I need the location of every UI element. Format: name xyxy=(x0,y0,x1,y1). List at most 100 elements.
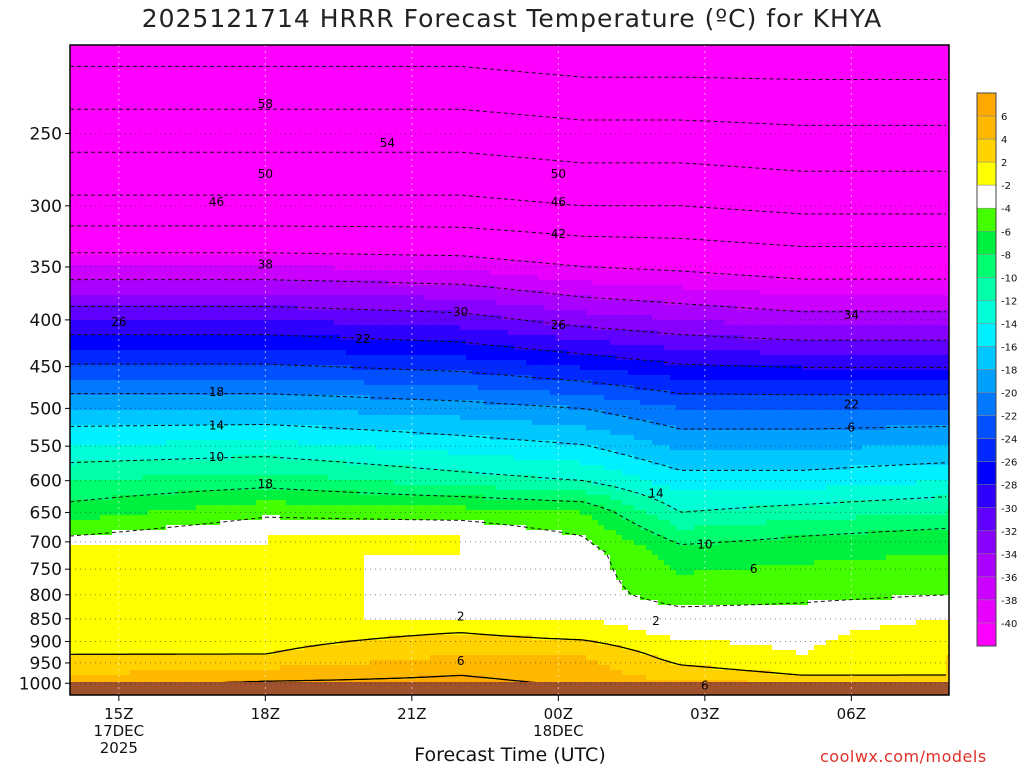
y-tick-label: 850 xyxy=(30,610,62,630)
colorbar-label: -6 xyxy=(1001,227,1011,238)
contour-label: 2 xyxy=(652,614,660,628)
plot-grid xyxy=(70,45,949,695)
y-tick-label: 350 xyxy=(30,258,62,278)
contour-label: 2 xyxy=(457,609,465,623)
y-tick-label: 600 xyxy=(30,472,62,492)
colorbar-cell xyxy=(976,92,997,117)
colorbar-frame xyxy=(976,92,997,647)
colorbar-label: -32 xyxy=(1001,527,1017,538)
y-tick-label: 550 xyxy=(30,437,62,457)
credit-link[interactable]: coolwx.com/models xyxy=(820,747,987,766)
colorbar-label: -2 xyxy=(1001,181,1011,192)
contour-label: 6 xyxy=(701,678,709,692)
colorbar-cell xyxy=(976,115,997,140)
y-tick-label: 900 xyxy=(30,632,62,652)
colorbar-label: -38 xyxy=(1001,596,1017,607)
x-tick-label: 00Z xyxy=(544,705,573,723)
colorbar-label: -10 xyxy=(1001,273,1017,284)
colorbar-cell xyxy=(976,277,997,301)
x-tick-date: 18DEC xyxy=(533,722,584,740)
temperature-field xyxy=(70,45,949,695)
colorbar-cell xyxy=(976,530,997,555)
x-tick-label: 03Z xyxy=(690,705,719,723)
contour-label: 50 xyxy=(551,167,566,181)
x-tick-label: 18Z xyxy=(251,705,280,723)
colorbar-cell xyxy=(976,599,997,624)
colorbar-cell xyxy=(976,576,997,601)
contour-label: 42 xyxy=(551,227,566,241)
contour-label: 26 xyxy=(111,315,126,329)
colorbar-cell xyxy=(976,254,997,278)
colorbar-label: -26 xyxy=(1001,458,1017,469)
contour-label: 30 xyxy=(453,305,468,319)
chart-title: 2025121714 HRRR Forecast Temperature (ºC… xyxy=(141,4,883,33)
x-tick-year: 2025 xyxy=(100,739,138,757)
contour-label: 22 xyxy=(844,397,859,411)
contour-label: 26 xyxy=(551,318,566,332)
y-tick-label: 1000 xyxy=(19,674,62,694)
x-tick-label: 15Z xyxy=(104,705,133,723)
contour-label: 46 xyxy=(209,195,224,209)
contour-label: 6 xyxy=(750,562,758,576)
y-tick-label: 650 xyxy=(30,503,62,523)
y-tick-label: 300 xyxy=(30,197,62,217)
y-tick-label: 800 xyxy=(30,586,62,606)
contour-label: 14 xyxy=(209,418,224,432)
colorbar-label: -8 xyxy=(1001,250,1011,261)
colorbar-cell xyxy=(976,300,997,324)
colorbar-label: -12 xyxy=(1001,296,1017,307)
colorbar-cell xyxy=(976,369,997,393)
y-tick-label: 450 xyxy=(30,358,62,378)
contour-label: 10 xyxy=(209,450,224,464)
y-tick-label: 700 xyxy=(30,533,62,553)
contour-label: 38 xyxy=(258,258,273,272)
colorbar-label: -14 xyxy=(1001,319,1017,330)
y-axis: 250 300 350 400 450 500 550 600 650 700 750 800 8509… xyxy=(19,124,70,694)
colorbar-cell xyxy=(976,138,997,163)
colorbar-label: -22 xyxy=(1001,412,1017,423)
contour-label: 46 xyxy=(551,195,566,209)
colorbar-label: -16 xyxy=(1001,342,1017,353)
contour-label: 22 xyxy=(355,332,370,346)
colorbar-cell xyxy=(976,207,997,232)
colorbar-cell xyxy=(976,507,997,532)
plot-frame xyxy=(69,44,950,696)
colorbar-cell xyxy=(976,553,997,578)
y-tick-label: 250 xyxy=(30,124,62,144)
x-axis-label: Forecast Time (UTC) xyxy=(414,744,606,766)
colorbar-cell xyxy=(976,346,997,370)
colorbar-label: 4 xyxy=(1001,135,1007,146)
isotherm-lines xyxy=(70,65,947,690)
contour-label: 6 xyxy=(848,421,856,435)
colorbar-cell xyxy=(976,461,997,485)
contour-label: 54 xyxy=(380,136,395,150)
contour-label: 10 xyxy=(697,538,712,552)
contour-label: 14 xyxy=(648,487,663,501)
colorbar-cell xyxy=(976,323,997,347)
colorbar-label: -34 xyxy=(1001,550,1017,561)
contour-label: 50 xyxy=(258,167,273,181)
x-tick-label: 21Z xyxy=(397,705,426,723)
colorbar-cell xyxy=(976,184,997,209)
x-tick-label: 06Z xyxy=(837,705,866,723)
y-tick-label: 400 xyxy=(30,311,62,331)
colorbar-label: -28 xyxy=(1001,481,1017,492)
colorbar-cell xyxy=(976,392,997,416)
contour-label: 6 xyxy=(457,654,465,668)
colorbar-cell xyxy=(976,161,997,186)
y-tick-label: 500 xyxy=(30,399,62,419)
contour-label: 18 xyxy=(258,477,273,491)
colorbar-cell xyxy=(976,438,997,462)
contour-label: 18 xyxy=(209,385,224,399)
colorbar-label: -4 xyxy=(1001,204,1011,215)
colorbar-label: 2 xyxy=(1001,158,1007,169)
colorbar-label: -36 xyxy=(1001,573,1017,584)
colorbar-cell xyxy=(976,484,997,509)
colorbar-cell xyxy=(976,622,997,647)
colorbar-label: -40 xyxy=(1001,619,1017,630)
y-tick-label: 750 xyxy=(30,560,62,580)
colorbar-label: -18 xyxy=(1001,366,1017,377)
